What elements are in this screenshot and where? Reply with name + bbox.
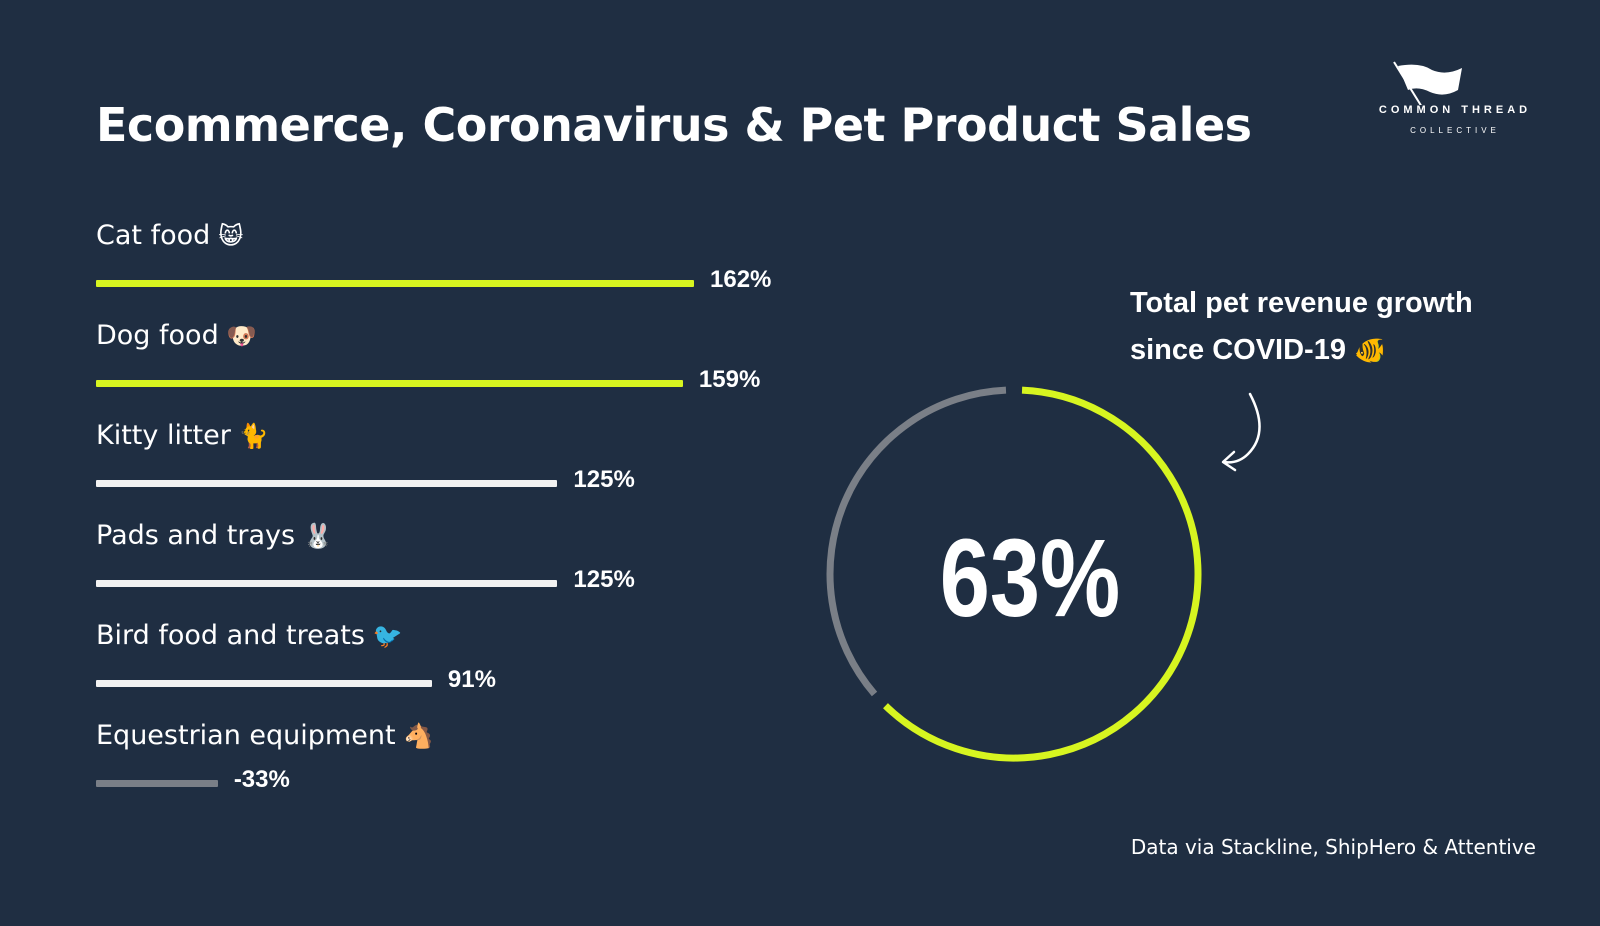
- bar-category-label: Kitty litter 🐈: [96, 420, 269, 451]
- bar-row: Equestrian equipment 🐴 -33%: [96, 710, 856, 802]
- bar-value-label: 125%: [573, 566, 635, 593]
- callout-line-1: Total pet revenue growth: [1130, 287, 1473, 319]
- bar-category-text: Dog food: [96, 320, 219, 351]
- bar-category-emoji-icon: 😸: [218, 222, 244, 250]
- bar-row: Cat food 😸 162%: [96, 210, 856, 302]
- bar-category-label: Cat food 😸: [96, 220, 243, 251]
- donut-value-label: 63%: [939, 517, 1121, 640]
- bar-category-emoji-icon: 🐈: [238, 422, 269, 450]
- bar-category-label: Bird food and treats 🐦: [96, 620, 403, 651]
- logo-text-secondary: COLLECTIVE: [1410, 126, 1500, 135]
- bar-value-label: -33%: [233, 766, 290, 793]
- bar: [96, 780, 218, 787]
- bar-category-label: Equestrian equipment 🐴: [96, 720, 433, 751]
- source-note: Data via Stackline, ShipHero & Attentive: [1130, 835, 1536, 859]
- bar: [96, 280, 694, 287]
- donut-filled-arc: [883, 386, 1202, 762]
- bar-category-text: Kitty litter: [96, 420, 231, 451]
- bar-chart: Cat food 😸 162% Dog food 🐶 159% Kitty litter 🐈 1…: [96, 210, 856, 820]
- callout-line-2: since COVID-19 🐠: [1130, 327, 1550, 374]
- bar: [96, 480, 558, 487]
- callout-line-2-text: since COVID-19: [1130, 334, 1346, 366]
- bar-category-text: Equestrian equipment: [96, 720, 396, 751]
- logo-text-primary: COMMON THREAD: [1378, 104, 1532, 116]
- bar-category-text: Cat food: [96, 220, 211, 251]
- donut-callout: Total pet revenue growth since COVID-19 …: [1130, 280, 1550, 374]
- bar-category-text: Pads and trays: [96, 520, 296, 551]
- donut-remainder-arc: [826, 386, 1007, 697]
- bar: [96, 580, 558, 587]
- bar-row: Pads and trays 🐰 125%: [96, 510, 856, 602]
- bar-value-label: 162%: [710, 266, 772, 293]
- fish-icon: 🐠: [1354, 335, 1387, 365]
- bar-value-label: 159%: [698, 366, 761, 393]
- page-title: Ecommerce, Coronavirus & Pet Product Sal…: [96, 98, 1252, 152]
- bar-category-label: Pads and trays 🐰: [96, 520, 333, 551]
- bar-category-emoji-icon: 🐴: [403, 722, 434, 750]
- bar-category-text: Bird food and treats: [96, 620, 365, 651]
- brand-logo: COMMON THREAD COLLECTIVE: [1370, 60, 1540, 140]
- bar-category-emoji-icon: 🐦: [372, 622, 403, 650]
- bar-category-emoji-icon: 🐰: [303, 522, 333, 550]
- bar-category-label: Dog food 🐶: [96, 320, 257, 351]
- bar-value-label: 125%: [573, 466, 635, 493]
- bar-value-label: 91%: [447, 666, 496, 693]
- bar: [96, 380, 683, 387]
- bar: [96, 680, 432, 687]
- bar-row: Bird food and treats 🐦 91%: [96, 610, 856, 702]
- donut-chart: [826, 386, 1202, 762]
- bar-row: Kitty litter 🐈 125%: [96, 410, 856, 502]
- bar-row: Dog food 🐶 159%: [96, 310, 856, 402]
- flag-logo-icon: [1393, 61, 1462, 121]
- curved-arrow-icon: [1221, 392, 1261, 472]
- bar-category-emoji-icon: 🐶: [226, 322, 257, 350]
